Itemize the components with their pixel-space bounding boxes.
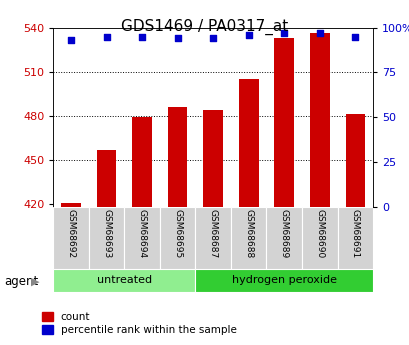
Bar [274, 38, 293, 207]
Text: GSM68687: GSM68687 [208, 209, 217, 258]
Text: GSM68689: GSM68689 [279, 209, 288, 258]
Text: GSM68688: GSM68688 [244, 209, 253, 258]
Bar [337, 207, 372, 269]
Text: GSM68695: GSM68695 [173, 209, 182, 258]
Bar [238, 79, 258, 207]
Bar [195, 269, 372, 292]
Text: GSM68690: GSM68690 [315, 209, 324, 258]
Bar [97, 150, 116, 207]
Bar [168, 107, 187, 207]
Text: untreated: untreated [97, 275, 152, 285]
Text: GSM68694: GSM68694 [137, 209, 146, 258]
Point [103, 34, 110, 39]
Point [67, 37, 74, 43]
Bar [53, 269, 195, 292]
Text: GSM68692: GSM68692 [66, 209, 75, 258]
Legend: count, percentile rank within the sample: count, percentile rank within the sample [42, 312, 236, 335]
Bar [195, 207, 230, 269]
Bar [301, 207, 337, 269]
Text: GDS1469 / PA0317_at: GDS1469 / PA0317_at [121, 19, 288, 35]
Bar [53, 207, 89, 269]
Bar [309, 33, 329, 207]
Bar [266, 207, 301, 269]
Point [139, 34, 145, 39]
Bar [160, 207, 195, 269]
Point [280, 30, 287, 36]
Bar [124, 207, 160, 269]
Bar [89, 207, 124, 269]
Text: GSM68691: GSM68691 [350, 209, 359, 258]
Text: GSM68693: GSM68693 [102, 209, 111, 258]
Text: ▶: ▶ [31, 276, 39, 286]
Bar [203, 110, 222, 207]
Point [245, 32, 252, 38]
Point [316, 30, 322, 36]
Bar [345, 114, 364, 207]
Bar [61, 203, 81, 207]
Bar [230, 207, 266, 269]
Text: hydrogen peroxide: hydrogen peroxide [231, 275, 336, 285]
Bar [132, 117, 151, 207]
Text: agent: agent [4, 275, 38, 288]
Point [209, 36, 216, 41]
Point [351, 34, 358, 39]
Point [174, 36, 180, 41]
